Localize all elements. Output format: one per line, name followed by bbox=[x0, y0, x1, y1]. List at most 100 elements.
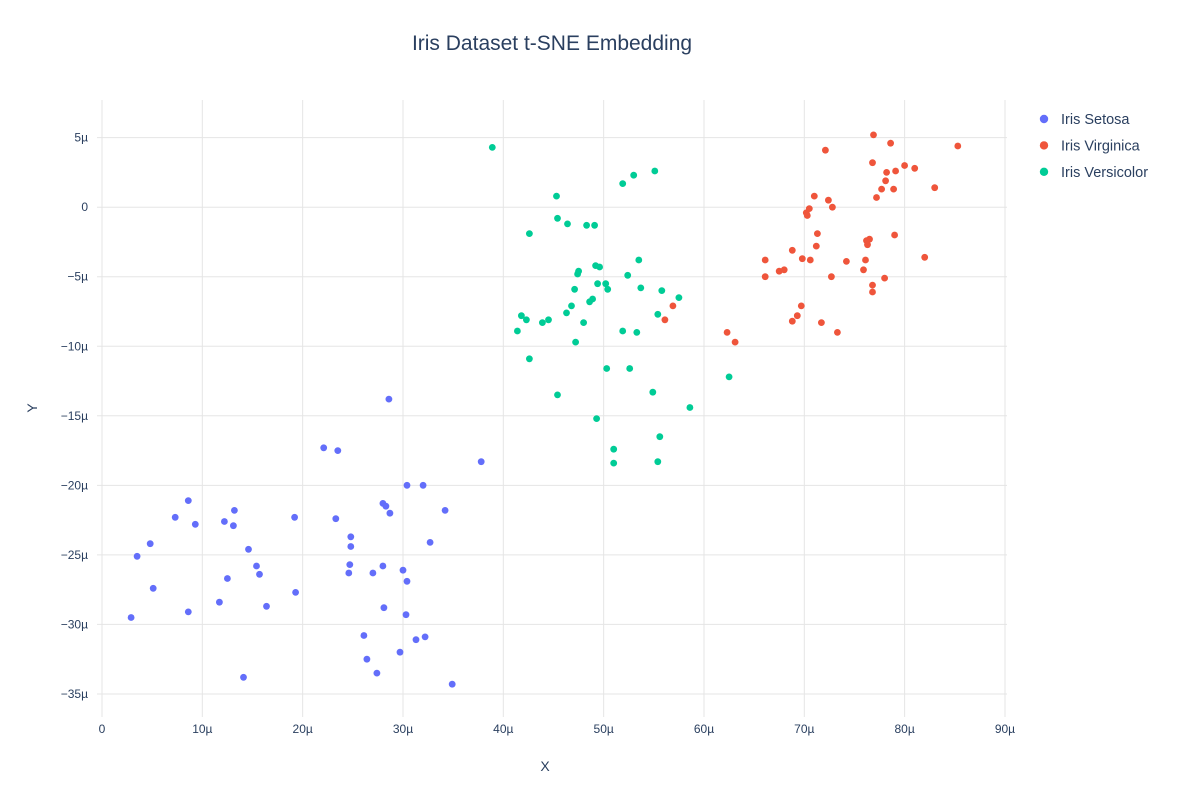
data-point[interactable] bbox=[761, 273, 769, 281]
data-point[interactable] bbox=[379, 562, 387, 570]
data-point[interactable] bbox=[891, 231, 898, 239]
data-point[interactable] bbox=[870, 131, 877, 139]
data-point[interactable] bbox=[788, 317, 796, 325]
data-point[interactable] bbox=[488, 144, 496, 151]
data-point[interactable] bbox=[892, 167, 899, 175]
data-point[interactable] bbox=[818, 319, 825, 326]
data-point[interactable] bbox=[554, 391, 561, 399]
data-point[interactable] bbox=[292, 589, 299, 596]
data-point[interactable] bbox=[380, 604, 388, 612]
data-point[interactable] bbox=[373, 669, 381, 677]
data-point[interactable] bbox=[911, 164, 919, 172]
data-point[interactable] bbox=[825, 196, 832, 204]
data-point[interactable] bbox=[651, 167, 659, 175]
data-point[interactable] bbox=[812, 242, 820, 250]
data-point[interactable] bbox=[412, 636, 420, 644]
data-point[interactable] bbox=[610, 459, 618, 467]
data-point[interactable] bbox=[921, 253, 929, 261]
legend-item-iris-virginica[interactable]: Iris Virginica bbox=[1039, 138, 1141, 154]
data-point[interactable] bbox=[887, 139, 894, 147]
data-point[interactable] bbox=[834, 329, 841, 336]
data-point[interactable] bbox=[574, 270, 581, 278]
data-point[interactable] bbox=[654, 458, 662, 466]
data-point[interactable] bbox=[518, 312, 525, 320]
data-point[interactable] bbox=[571, 285, 578, 293]
data-point[interactable] bbox=[184, 608, 192, 616]
data-point[interactable] bbox=[806, 256, 814, 264]
data-point[interactable] bbox=[347, 533, 355, 541]
data-point[interactable] bbox=[586, 298, 593, 306]
data-point[interactable] bbox=[240, 673, 247, 681]
data-point[interactable] bbox=[419, 481, 427, 489]
data-point[interactable] bbox=[635, 256, 643, 264]
data-point[interactable] bbox=[184, 497, 192, 504]
data-point[interactable] bbox=[793, 312, 801, 320]
data-point[interactable] bbox=[402, 611, 410, 619]
data-point[interactable] bbox=[263, 602, 270, 610]
data-point[interactable] bbox=[761, 256, 769, 264]
data-point[interactable] bbox=[554, 214, 561, 222]
data-point[interactable] bbox=[332, 515, 340, 523]
data-point[interactable] bbox=[788, 246, 796, 254]
data-point[interactable] bbox=[604, 285, 612, 293]
data-point[interactable] bbox=[814, 230, 821, 238]
data-point[interactable] bbox=[230, 522, 237, 530]
data-point[interactable] bbox=[878, 185, 885, 193]
data-point[interactable] bbox=[797, 302, 805, 310]
data-point[interactable] bbox=[810, 192, 818, 200]
data-point[interactable] bbox=[396, 648, 404, 656]
data-point[interactable] bbox=[822, 146, 829, 154]
data-point[interactable] bbox=[580, 319, 587, 326]
data-point[interactable] bbox=[633, 329, 641, 336]
data-point[interactable] bbox=[583, 221, 590, 229]
data-point[interactable] bbox=[669, 302, 677, 310]
data-point[interactable] bbox=[843, 258, 850, 265]
data-point[interactable] bbox=[658, 287, 666, 294]
data-point[interactable] bbox=[171, 513, 179, 521]
data-point[interactable] bbox=[869, 281, 876, 289]
data-point[interactable] bbox=[441, 507, 449, 514]
data-point[interactable] bbox=[564, 220, 571, 228]
data-point[interactable] bbox=[864, 241, 871, 249]
data-point[interactable] bbox=[345, 569, 353, 577]
data-point[interactable] bbox=[346, 561, 354, 568]
data-point[interactable] bbox=[626, 365, 634, 372]
data-point[interactable] bbox=[572, 338, 579, 346]
data-point[interactable] bbox=[403, 577, 411, 585]
data-point[interactable] bbox=[594, 280, 601, 288]
data-point[interactable] bbox=[873, 194, 880, 201]
data-point[interactable] bbox=[334, 447, 342, 454]
data-point[interactable] bbox=[882, 177, 889, 185]
data-point[interactable] bbox=[593, 415, 600, 422]
data-point[interactable] bbox=[883, 169, 890, 176]
data-point[interactable] bbox=[386, 509, 394, 517]
data-point[interactable] bbox=[399, 566, 407, 574]
data-point[interactable] bbox=[146, 540, 154, 548]
data-point[interactable] bbox=[448, 680, 456, 688]
data-point[interactable] bbox=[603, 365, 611, 372]
data-point[interactable] bbox=[675, 294, 683, 301]
data-point[interactable] bbox=[954, 142, 962, 150]
data-point[interactable] bbox=[591, 221, 598, 229]
data-point[interactable] bbox=[637, 284, 645, 292]
data-point[interactable] bbox=[291, 513, 298, 521]
data-point[interactable] bbox=[545, 316, 552, 324]
data-point[interactable] bbox=[256, 570, 263, 578]
data-point[interactable] bbox=[901, 162, 908, 169]
data-point[interactable] bbox=[133, 552, 141, 560]
data-point[interactable] bbox=[477, 458, 485, 466]
data-point[interactable] bbox=[363, 655, 371, 663]
data-point[interactable] bbox=[403, 481, 411, 489]
data-point[interactable] bbox=[253, 562, 260, 570]
data-point[interactable] bbox=[221, 518, 228, 525]
legend-item-iris-versicolor[interactable]: Iris Versicolor bbox=[1039, 165, 1148, 181]
data-point[interactable] bbox=[568, 302, 575, 310]
data-point[interactable] bbox=[725, 373, 733, 381]
data-point[interactable] bbox=[649, 388, 657, 396]
data-point[interactable] bbox=[216, 598, 223, 606]
data-point[interactable] bbox=[385, 395, 393, 403]
data-point[interactable] bbox=[596, 263, 603, 271]
data-point[interactable] bbox=[514, 327, 521, 335]
data-point[interactable] bbox=[382, 502, 390, 510]
data-point[interactable] bbox=[656, 433, 664, 441]
